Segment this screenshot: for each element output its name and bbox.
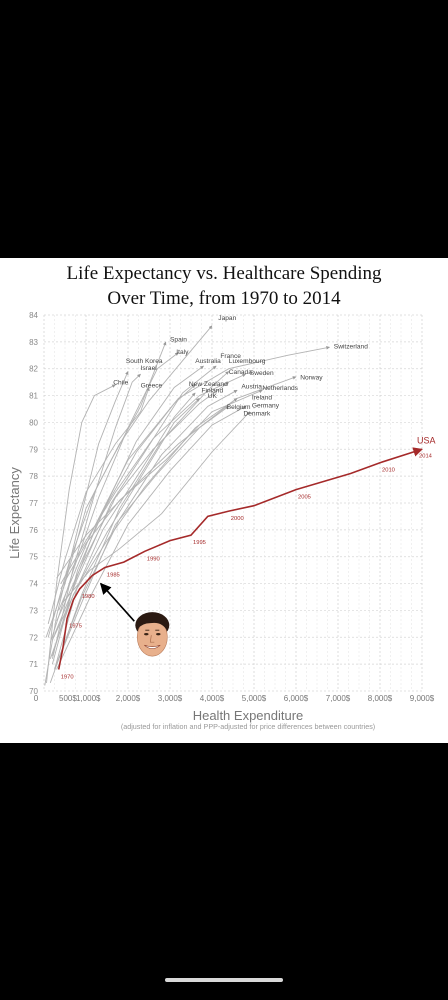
y-tick-label: 82: [29, 365, 38, 374]
home-indicator: [165, 978, 283, 982]
country-label-belgium: Belgium: [227, 404, 251, 411]
series-line-ireland: [49, 397, 238, 659]
chart-title-line-1: Life Expectancy vs. Healthcare Spending: [66, 263, 382, 284]
y-tick-label: 74: [29, 580, 38, 589]
x-tick-label: 4,000$: [200, 694, 225, 703]
portrait-smile: [144, 644, 161, 649]
country-label-australia: Australia: [195, 358, 221, 365]
usa-year-label: 1985: [107, 572, 120, 578]
series-line-south-korea: [44, 371, 129, 686]
x-tick-label: 3,000$: [158, 694, 183, 703]
y-tick-label: 81: [29, 392, 38, 401]
country-label-denmark: Denmark: [244, 411, 271, 418]
series-line-switzerland: [58, 346, 330, 611]
series-line-belgium: [56, 405, 230, 665]
annotation-arrow: [99, 582, 135, 622]
series-line-new-zealand: [51, 384, 196, 657]
x-tick-label: 9,000$: [410, 694, 435, 703]
usa-year-label: 1980: [82, 594, 95, 600]
y-tick-label: 75: [29, 553, 38, 562]
country-label-austria: Austria: [241, 384, 262, 391]
country-label-south-korea: South Korea: [126, 358, 163, 365]
country-label-luxembourg: Luxembourg: [229, 358, 266, 365]
chart-title: Life Expectancy vs. Healthcare Spending …: [0, 261, 448, 311]
series-line-chile: [46, 384, 116, 683]
y-tick-label: 71: [29, 660, 38, 669]
country-label-norway: Norway: [300, 374, 323, 381]
series-line-italy: [49, 352, 179, 643]
line-chart: 70 71 72 73 74 75 76 77 78 79 80 81 82 83 84 0 500$ 1,000…: [7, 311, 436, 731]
x-tick-label: 5,000$: [242, 694, 267, 703]
country-label-france: France: [220, 353, 241, 360]
chart-card: Life Expectancy vs. Healthcare Spending …: [0, 258, 448, 743]
x-tick-label: 7,000$: [326, 694, 351, 703]
usa-year-label: 2000: [231, 516, 244, 522]
usa-year-label: 1995: [193, 540, 206, 546]
series-line-germany: [56, 405, 246, 670]
country-label-spain: Spain: [170, 337, 187, 344]
usa-year-label: 2014: [419, 453, 433, 459]
y-tick-label: 77: [29, 499, 38, 508]
x-tick-label: 500$: [59, 694, 77, 703]
y-axis-label: Life Expectancy: [7, 467, 22, 559]
country-label-italy: Italy: [176, 349, 189, 356]
portrait-hair-front: [137, 616, 168, 632]
usa-year-label: 2010: [382, 468, 395, 474]
y-tick-label: 79: [29, 445, 38, 454]
series-line-austria: [54, 389, 238, 670]
series-line-denmark: [62, 411, 251, 603]
country-label-chile: Chile: [113, 380, 128, 387]
usa-year-label: 1990: [147, 556, 160, 562]
country-label-japan: Japan: [218, 315, 236, 322]
country-label-ireland: Ireland: [252, 394, 272, 401]
series-line-luxembourg: [49, 371, 230, 684]
y-tick-label: 80: [29, 418, 38, 427]
y-tick-label: 78: [29, 472, 38, 481]
usa-year-label: 2005: [298, 495, 311, 501]
portrait-eye: [156, 632, 161, 636]
country-label-israel: Israel: [141, 365, 158, 372]
x-axis-note: (adjusted for inflation and PPP-adjusted…: [121, 722, 375, 731]
usa-year-label: 1975: [69, 623, 82, 629]
x-tick-label: 2,000$: [116, 694, 141, 703]
country-label-sweden: Sweden: [250, 370, 274, 377]
x-tick-label: 8,000$: [368, 694, 393, 703]
country-label-netherlands: Netherlands: [262, 385, 298, 392]
series-line-sweden: [60, 373, 246, 584]
y-tick-label: 84: [29, 311, 38, 320]
series-line-netherlands: [60, 389, 263, 590]
country-label-finland: Finland: [202, 388, 224, 395]
x-tick-label: 6,000$: [284, 694, 309, 703]
country-label-new-zealand: New Zealand: [189, 381, 228, 388]
y-tick-label: 76: [29, 526, 38, 535]
country-series: [44, 325, 330, 686]
chart-title-line-2: Over Time, from 1970 to 2014: [107, 288, 341, 309]
country-label-canada: Canada: [229, 369, 252, 376]
series-line-france: [54, 365, 217, 635]
x-axis-label: Health Expenditure: [193, 708, 304, 723]
usa-year-label: 1970: [61, 675, 74, 681]
country-label-uk: UK: [208, 393, 218, 400]
country-label-greece: Greece: [141, 382, 163, 389]
portrait-nose: [149, 635, 155, 643]
usa-series-line: [57, 447, 423, 670]
portrait-eye: [144, 632, 149, 636]
usa-series-name: USA: [417, 435, 436, 445]
y-tick-label: 70: [29, 687, 38, 696]
country-label-germany: Germany: [252, 402, 280, 409]
series-line-greece: [47, 387, 150, 625]
y-tick-label: 73: [29, 606, 38, 615]
x-tick-label: 1,000$: [76, 694, 101, 703]
x-tick-label: 0: [34, 694, 39, 703]
country-label-switzerland: Switzerland: [334, 343, 368, 350]
y-tick-label: 83: [29, 338, 38, 347]
y-tick-label: 72: [29, 633, 38, 642]
portrait: [135, 612, 170, 657]
